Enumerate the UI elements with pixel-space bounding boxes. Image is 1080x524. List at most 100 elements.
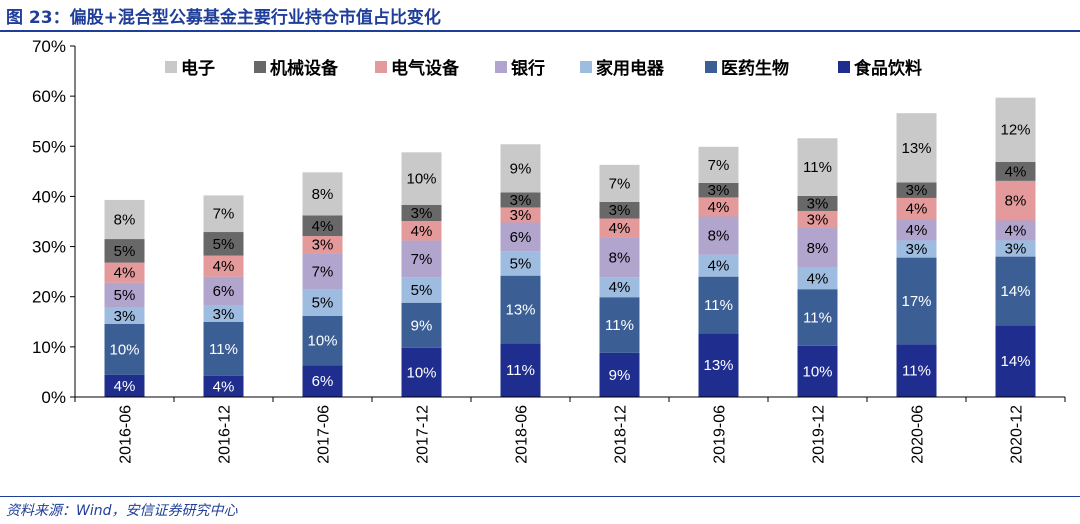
bar-segment	[995, 97, 1036, 162]
bar-segment	[302, 215, 343, 237]
legend-swatch	[705, 61, 717, 73]
bar-segment	[599, 277, 640, 298]
legend-item: 电子	[165, 58, 215, 79]
bar-segment	[302, 236, 343, 254]
y-tick-label: 10%	[32, 338, 66, 357]
bar-segment	[302, 289, 343, 316]
bar-segment	[203, 375, 244, 397]
bar-stack: 4% 11% 3% 6% 4% 5% 7%	[203, 195, 244, 397]
data-label: 4%	[213, 258, 235, 275]
bar-segment	[104, 307, 145, 324]
y-tick-label: 40%	[32, 187, 66, 206]
legend-swatch	[838, 61, 850, 73]
data-label: 3%	[510, 207, 532, 224]
bar-segment	[797, 289, 838, 346]
bar-segment	[896, 113, 937, 183]
data-label: 4%	[906, 201, 928, 218]
data-label: 4%	[609, 279, 631, 296]
bar-segment	[203, 195, 244, 233]
data-label: 5%	[114, 243, 136, 260]
bar-segment	[698, 146, 739, 183]
bar-segment	[500, 144, 541, 193]
legend-label: 医药生物	[721, 58, 789, 79]
bar-segment	[896, 182, 937, 198]
bar-segment	[797, 228, 838, 268]
bar-segment	[995, 220, 1036, 241]
data-label: 9%	[510, 160, 532, 177]
y-tick-label: 30%	[32, 238, 66, 257]
data-label: 8%	[114, 211, 136, 228]
y-tick-label: 50%	[32, 137, 66, 156]
data-label: 7%	[708, 157, 730, 174]
data-label: 7%	[609, 175, 631, 192]
bar-segment	[995, 240, 1036, 257]
bar-segment	[203, 321, 244, 376]
bar-segment	[104, 374, 145, 397]
x-tick-label: 2017-12	[415, 405, 432, 464]
bar-segment	[203, 276, 244, 306]
data-label: 4%	[906, 222, 928, 239]
bar-segment	[896, 219, 937, 241]
data-label: 4%	[1005, 223, 1027, 240]
data-label: 12%	[1000, 122, 1030, 139]
bar-segment	[203, 255, 244, 277]
stacked-bar-chart: 0%10%20%30%40%50%60%70% 4%10%3%5%4%5%8%4…	[32, 37, 1066, 464]
bar-stack: 10% 9% 5% 7% 4%3% 10%	[401, 152, 442, 397]
bar-segment	[995, 180, 1036, 221]
bar-segment	[500, 275, 541, 344]
data-label: 7%	[411, 251, 433, 268]
data-label: 13%	[703, 357, 733, 374]
data-label: 8%	[807, 240, 829, 257]
data-label: 5%	[411, 282, 433, 299]
data-label: 4%	[312, 218, 334, 235]
legend-swatch	[375, 61, 387, 73]
data-label: 3%	[114, 308, 136, 325]
data-label: 11%	[902, 363, 931, 380]
data-label: 14%	[1000, 283, 1030, 300]
bar-segment	[500, 222, 541, 252]
x-tick-label: 2019-06	[712, 405, 729, 464]
data-label: 4%	[609, 220, 631, 237]
bar-segment	[500, 251, 541, 276]
bar-segment	[896, 240, 937, 258]
bar-segment	[302, 253, 343, 290]
data-label: 4%	[114, 378, 136, 395]
bar-stack: 4% 10% 3% 5% 4% 5% 8%	[104, 199, 145, 397]
legend-item: 银行	[495, 58, 545, 79]
data-label: 4%	[1005, 163, 1027, 180]
bar-segment	[302, 172, 343, 216]
data-label: 10%	[406, 364, 436, 381]
bar-segment	[203, 305, 244, 322]
legend-label: 食品饮料	[854, 58, 922, 79]
bar-segment	[896, 344, 937, 397]
bar-segment	[896, 257, 937, 345]
x-tick-label: 2018-06	[514, 405, 531, 464]
bar-segment	[698, 197, 739, 217]
x-tick-label: 2019-12	[811, 405, 828, 464]
legend-item: 食品饮料	[838, 58, 922, 79]
chart-legend: 电子 机械设备 电气设备 银行 家用电器 医药生物 食品饮料	[165, 58, 922, 79]
bar-segment	[401, 152, 442, 205]
bar-stack: 11% 13% 5% 6% 3%3% 9%	[500, 144, 541, 397]
legend-swatch	[254, 61, 266, 73]
x-tick-label: 2016-06	[118, 405, 135, 464]
bar-stack: 11% 17% 3% 4% 4% 3% 13%	[896, 113, 937, 397]
bar-stack: 9%11%4%8%4%3%7%	[599, 164, 640, 397]
bar-segment	[401, 302, 442, 348]
data-label: 5%	[510, 255, 532, 272]
legend-swatch	[580, 61, 592, 73]
data-label: 7%	[213, 206, 235, 223]
bar-segment	[599, 201, 640, 219]
bar-stack: 13%11%4%8%4%3%7%	[698, 146, 739, 397]
y-tick-label: 0%	[41, 388, 66, 407]
data-label: 3%	[510, 192, 532, 209]
bar-segment	[104, 323, 145, 375]
bar-segment	[203, 232, 244, 256]
data-label: 11%	[506, 362, 535, 379]
bar-segment	[797, 138, 838, 196]
bar-segment	[500, 343, 541, 397]
bar-segment	[698, 182, 739, 198]
bar-segment	[500, 207, 541, 223]
bar-segment	[797, 210, 838, 229]
bar-segment	[104, 282, 145, 308]
